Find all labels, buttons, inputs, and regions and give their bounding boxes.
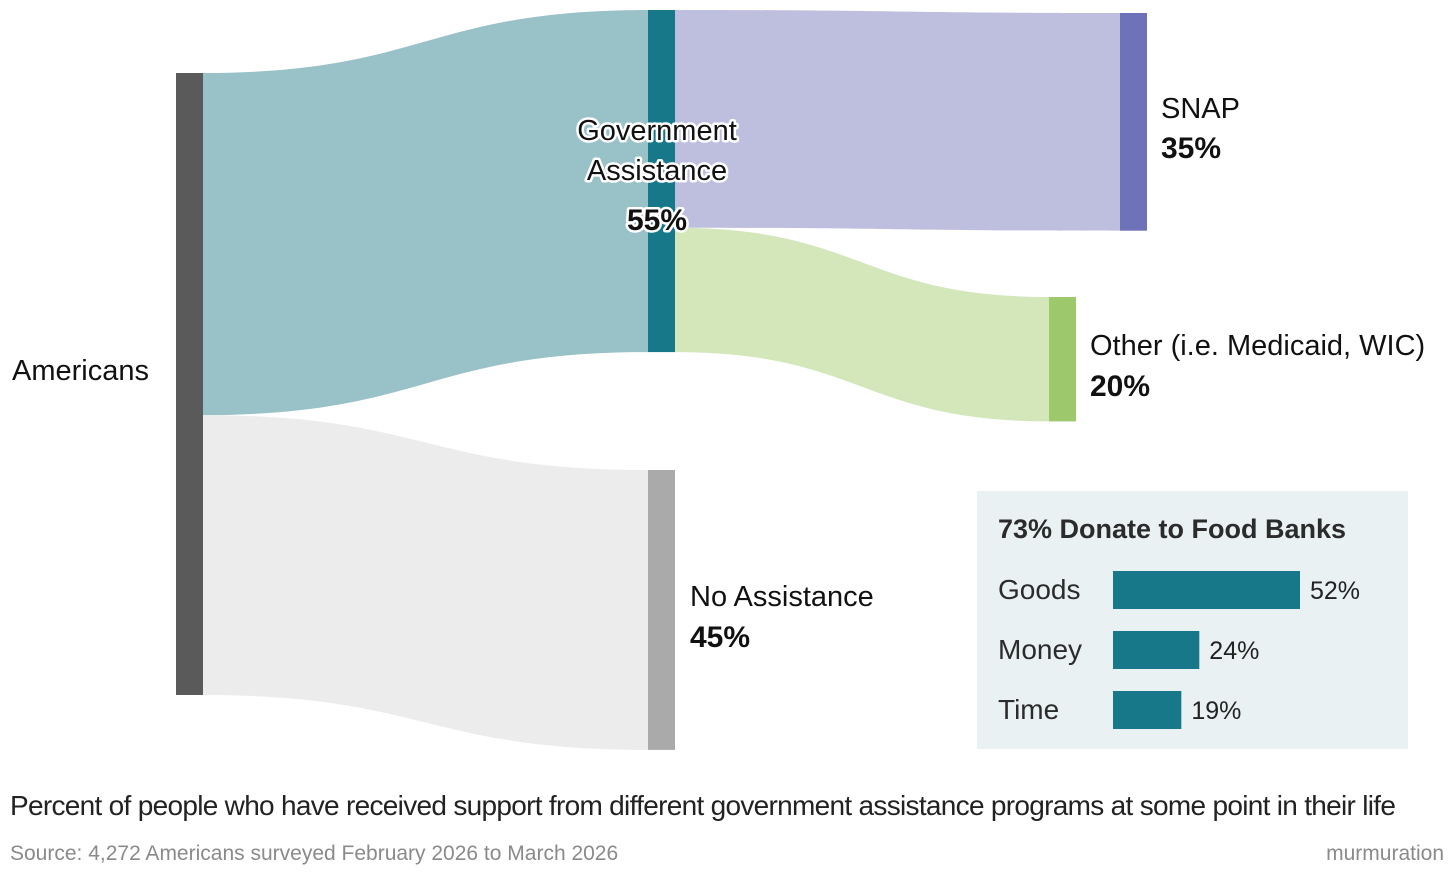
value-other: 20% xyxy=(1090,370,1150,403)
value-government-assistance: 55% xyxy=(627,204,687,237)
link-americans-none xyxy=(203,415,648,750)
node-none xyxy=(648,470,675,750)
inset-value-goods: 52% xyxy=(1310,577,1360,605)
flow-nodes xyxy=(176,10,1147,750)
label-snap: SNAP xyxy=(1161,93,1240,125)
node-gov xyxy=(648,10,675,353)
node-other xyxy=(1049,297,1076,422)
inset-value-time: 19% xyxy=(1191,697,1241,725)
inset-background xyxy=(977,491,1408,749)
value-no-assistance: 45% xyxy=(690,621,750,654)
node-americans xyxy=(176,73,203,695)
label-americans: Americans xyxy=(12,355,149,387)
label-no-assistance: No Assistance xyxy=(690,581,874,613)
flow-links xyxy=(203,10,1120,750)
source-note: Source: 4,272 Americans surveyed Februar… xyxy=(10,842,619,865)
node-snap xyxy=(1120,13,1147,231)
link-americans-gov xyxy=(203,10,648,416)
label-government: Government xyxy=(577,115,737,147)
inset-label-goods: Goods xyxy=(998,574,1081,605)
label-other: Other (i.e. Medicaid, WIC) xyxy=(1090,330,1425,362)
inset-bars: Goods 52% Money 24% Time 19% xyxy=(998,571,1360,729)
inset-bar-time xyxy=(1113,691,1182,729)
inset-label-time: Time xyxy=(998,694,1059,725)
brand-logo-text: murmuration xyxy=(1326,842,1444,865)
inset-label-money: Money xyxy=(998,634,1082,665)
inset-bar-money xyxy=(1113,631,1200,669)
node-labels: Americans Government Assistance 55% SNAP 35% O… xyxy=(12,93,1425,654)
label-assistance: Assistance xyxy=(587,155,727,187)
inset-value-money: 24% xyxy=(1209,637,1259,665)
link-gov-snap xyxy=(675,10,1120,231)
link-gov-other xyxy=(675,227,1049,422)
inset-bar-goods xyxy=(1113,571,1300,609)
inset-title: 73% Donate to Food Banks xyxy=(998,514,1346,544)
value-snap: 35% xyxy=(1161,132,1221,165)
food-bank-inset: 73% Donate to Food Banks Goods 52% Money 24… xyxy=(977,491,1408,749)
sankey-chart: Americans Government Assistance 55% SNAP 35% O… xyxy=(12,10,1425,750)
chart-caption: Percent of people who have received supp… xyxy=(10,790,1396,821)
